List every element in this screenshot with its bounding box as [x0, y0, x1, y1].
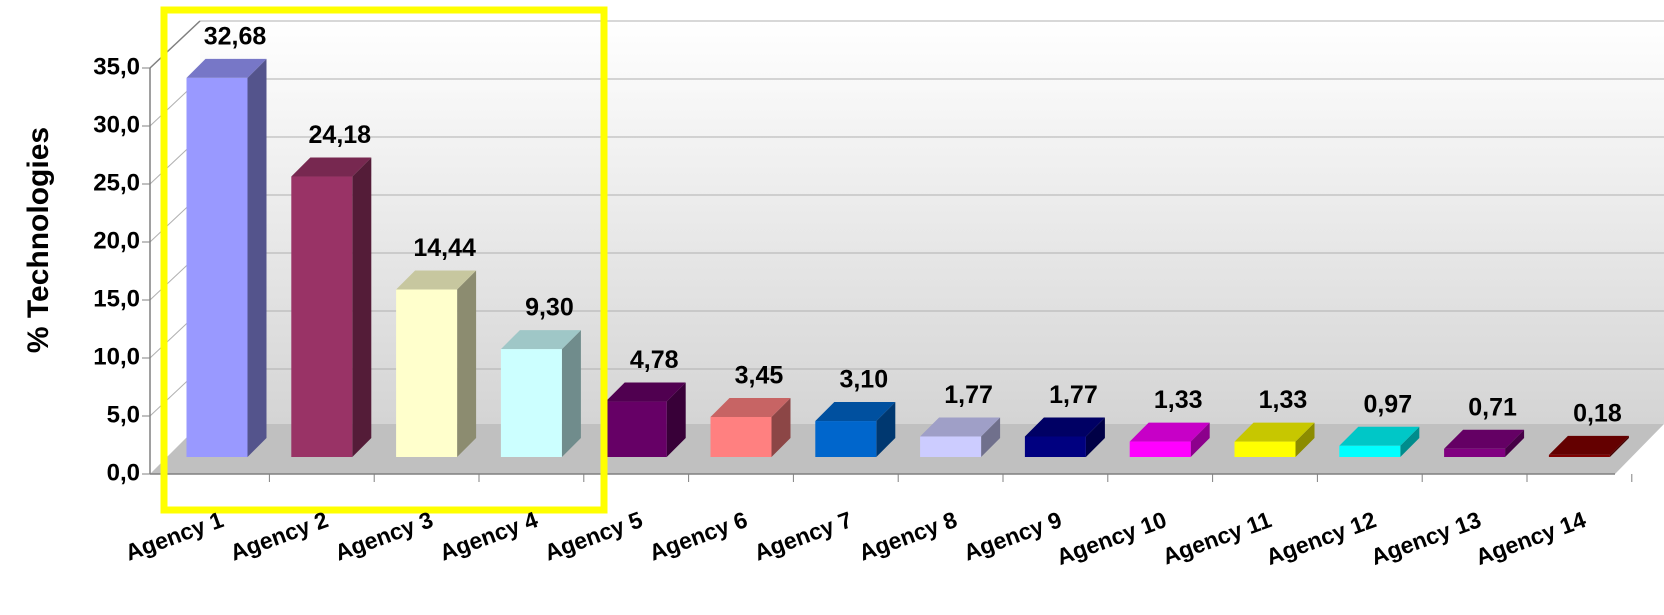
value-label: 1,77 — [944, 381, 993, 409]
bar — [396, 289, 458, 457]
y-tick-label: 0,0 — [107, 459, 140, 486]
bar-side — [1400, 426, 1420, 457]
bar-top — [500, 330, 581, 350]
bar-side — [352, 157, 372, 457]
x-tick-label: Agency 7 — [751, 506, 856, 565]
bar-top — [1129, 422, 1210, 442]
x-tick-label: Agency 5 — [541, 506, 646, 565]
x-tick-label: Agency 1 — [122, 506, 227, 565]
bar — [500, 349, 562, 457]
x-tick-label: Agency 10 — [1053, 506, 1170, 570]
value-label: 1,77 — [1049, 381, 1098, 409]
x-tick-label: Agency 13 — [1367, 506, 1484, 570]
bar-top — [1548, 435, 1629, 455]
y-tick-label: 30,0 — [93, 111, 140, 138]
value-label: 0,18 — [1573, 400, 1622, 428]
value-label: 24,18 — [309, 121, 372, 149]
x-tick-label: Agency 9 — [960, 506, 1065, 565]
bar-top — [1024, 417, 1105, 437]
bar-side — [1085, 417, 1105, 457]
bar-top — [920, 417, 1001, 437]
y-tick-label: 35,0 — [93, 53, 140, 80]
value-label: 4,78 — [630, 346, 679, 374]
x-tick-label: Agency 3 — [331, 506, 436, 565]
y-tick-label: 10,0 — [93, 343, 140, 370]
back-wall — [200, 21, 1664, 424]
value-label: 3,10 — [839, 366, 888, 394]
bar-top — [396, 270, 477, 290]
bar — [605, 401, 667, 457]
bar-side — [666, 382, 686, 457]
bar-top — [710, 397, 791, 417]
value-label: 3,45 — [735, 362, 784, 390]
bar-side — [981, 417, 1001, 457]
value-label: 0,97 — [1363, 390, 1412, 418]
bar — [1129, 441, 1191, 457]
y-tick-label: 5,0 — [107, 401, 140, 428]
bar — [1548, 454, 1610, 457]
bar — [186, 77, 248, 458]
bar — [1444, 448, 1506, 457]
bar-top — [1444, 429, 1525, 449]
bar — [1024, 436, 1086, 457]
value-label: 9,30 — [525, 294, 574, 322]
floor — [150, 424, 1664, 474]
x-tick-label: Agency 14 — [1472, 506, 1589, 570]
axis-edge — [149, 20, 201, 69]
bar-side — [247, 58, 267, 458]
bar — [815, 421, 877, 457]
bar — [920, 436, 982, 457]
y-tick-label: 25,0 — [93, 169, 140, 196]
bar-side — [1505, 429, 1525, 457]
bar-top — [186, 58, 267, 78]
x-tick-label: Agency 4 — [436, 506, 541, 565]
bar-side — [876, 402, 896, 457]
bar-side — [771, 397, 791, 457]
bar — [1339, 445, 1401, 457]
x-tick-label: Agency 2 — [227, 506, 332, 565]
bar-top — [605, 382, 686, 402]
bar-top — [1339, 426, 1420, 446]
bar-side — [561, 330, 581, 457]
bar-side — [1190, 422, 1210, 457]
value-label: 14,44 — [413, 234, 476, 262]
y-axis-title: % Technologies — [22, 127, 55, 353]
bar-side — [1295, 422, 1315, 457]
y-tick-label: 15,0 — [93, 285, 140, 312]
x-tick-label: Agency 12 — [1262, 506, 1379, 570]
value-label: 1,33 — [1259, 386, 1308, 414]
bar — [1234, 441, 1296, 457]
x-tick-label: Agency 8 — [855, 506, 960, 565]
x-tick-label: Agency 11 — [1159, 506, 1275, 569]
bar-top — [1234, 422, 1315, 442]
bar-top — [815, 402, 896, 422]
bars: 32,68 24,18 14,44 9,30 4,78 3,45 3,10 1,77 1,77 1… — [186, 23, 1629, 458]
highlight-box — [160, 6, 608, 514]
x-tick-label: Agency 6 — [646, 506, 751, 565]
bar-side — [457, 270, 477, 457]
value-label: 1,33 — [1154, 386, 1203, 414]
bar — [291, 176, 353, 457]
value-label: 0,71 — [1468, 393, 1517, 421]
value-label: 32,68 — [204, 23, 267, 51]
bar-side — [1609, 435, 1629, 457]
bar-top — [291, 157, 372, 177]
y-tick-label: 20,0 — [93, 227, 140, 254]
bar — [710, 416, 772, 457]
